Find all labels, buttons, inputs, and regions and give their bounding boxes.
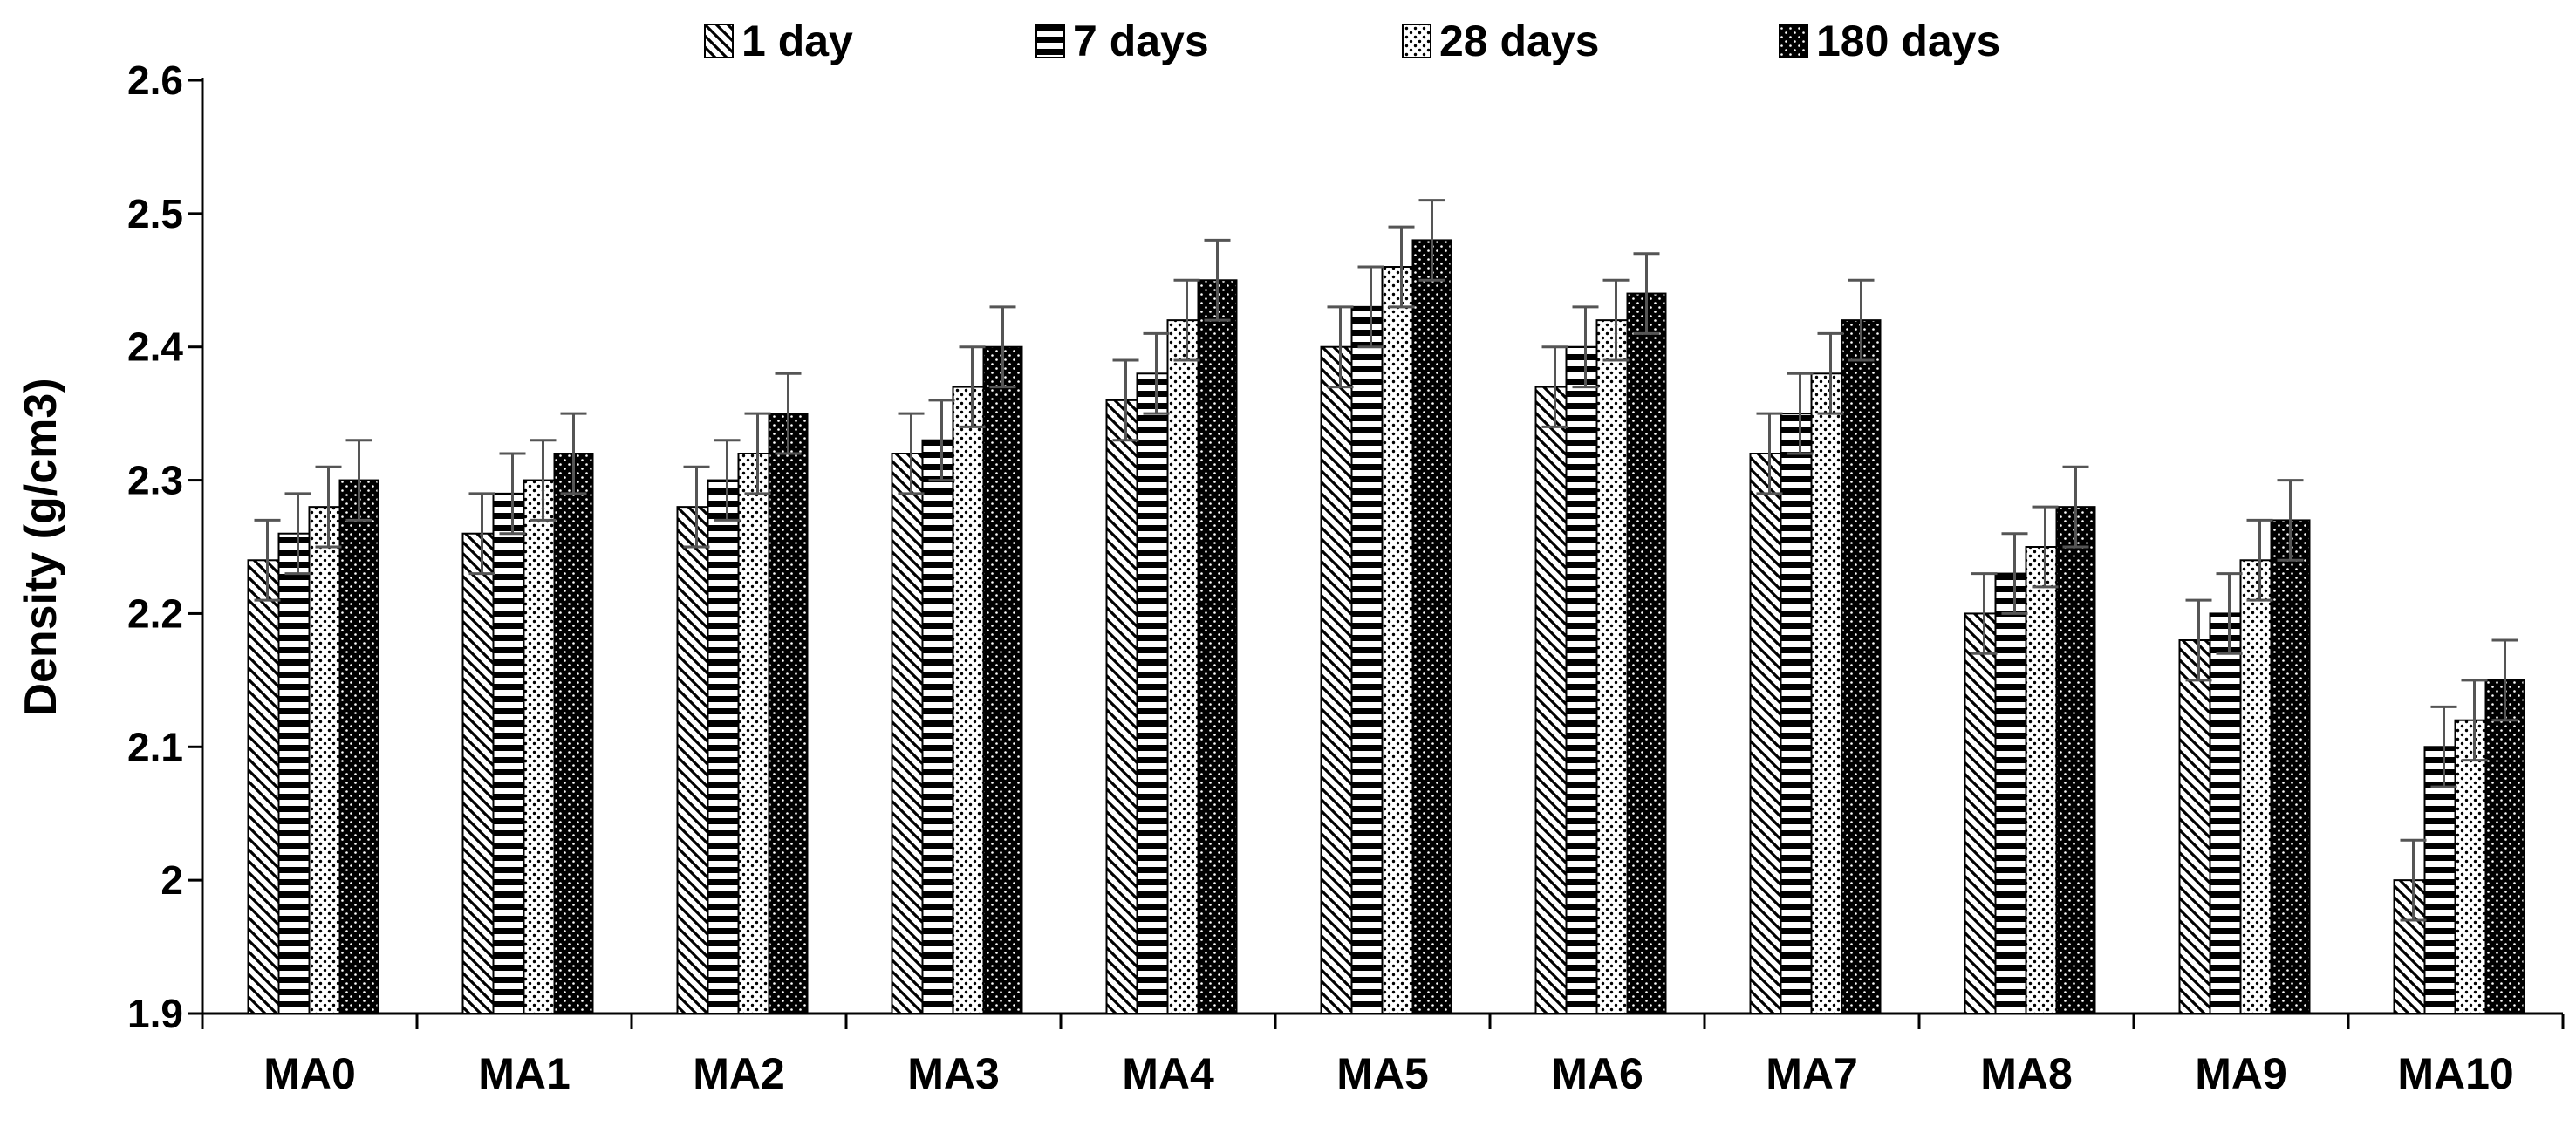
bar-dense (768, 413, 809, 1014)
legend-swatch-diagonal (704, 24, 734, 58)
y-tick-label: 2.1 (127, 724, 183, 769)
bar-dense (338, 479, 379, 1014)
x-category-label: MA8 (1980, 1049, 2073, 1098)
y-tick-label: 2.4 (127, 324, 183, 370)
legend: 1 day 7 days 28 days 180 days (704, 17, 2000, 65)
y-tick-label: 2.3 (127, 458, 183, 503)
bar-dense (982, 345, 1023, 1014)
bar-dense (553, 453, 594, 1014)
error-bars (254, 199, 2518, 922)
y-tick-label: 1.9 (127, 991, 183, 1036)
legend-label: 1 day (741, 17, 853, 65)
x-category-label: MA0 (263, 1049, 356, 1098)
legend-label: 28 days (1439, 17, 1599, 65)
x-category-label: MA2 (693, 1049, 785, 1098)
bar-dense (1197, 279, 1238, 1014)
legend-label: 180 days (1816, 17, 2000, 65)
y-tick-label: 2.2 (127, 590, 183, 636)
y-tick-label: 2.6 (127, 58, 183, 103)
legend-swatch-dense (1779, 24, 1808, 58)
bar-dense (2484, 679, 2525, 1014)
x-category-label: MA9 (2195, 1049, 2287, 1098)
x-category-label: MA10 (2397, 1049, 2513, 1098)
bar-dense (1626, 292, 1667, 1015)
legend-label: 7 days (1073, 17, 1209, 65)
x-category-label: MA1 (478, 1049, 571, 1098)
y-tick-label: 2 (161, 857, 183, 903)
legend-swatch-horizontal (1035, 24, 1065, 58)
bar-dense (1411, 239, 1452, 1014)
bars (247, 239, 2525, 1015)
y-tick-label: 2.5 (127, 191, 183, 236)
axis-labels: 1.9 2 2.1 2.2 2.3 2.4 2.5 2.6 MA0 MA1 MA2 MA3 MA4 MA5… (16, 58, 2514, 1098)
bar-dense (2055, 506, 2096, 1014)
bar-dense (1841, 319, 1882, 1014)
x-category-label: MA3 (907, 1049, 1000, 1098)
x-category-label: MA6 (1551, 1049, 1643, 1098)
x-category-label: MA5 (1336, 1049, 1429, 1098)
x-category-label: MA7 (1766, 1049, 1858, 1098)
x-category-label: MA4 (1122, 1049, 1214, 1098)
legend-swatch-dots (1402, 24, 1431, 58)
y-axis-title: Density (g/cm3) (16, 378, 66, 715)
bar-dense (2270, 519, 2311, 1014)
